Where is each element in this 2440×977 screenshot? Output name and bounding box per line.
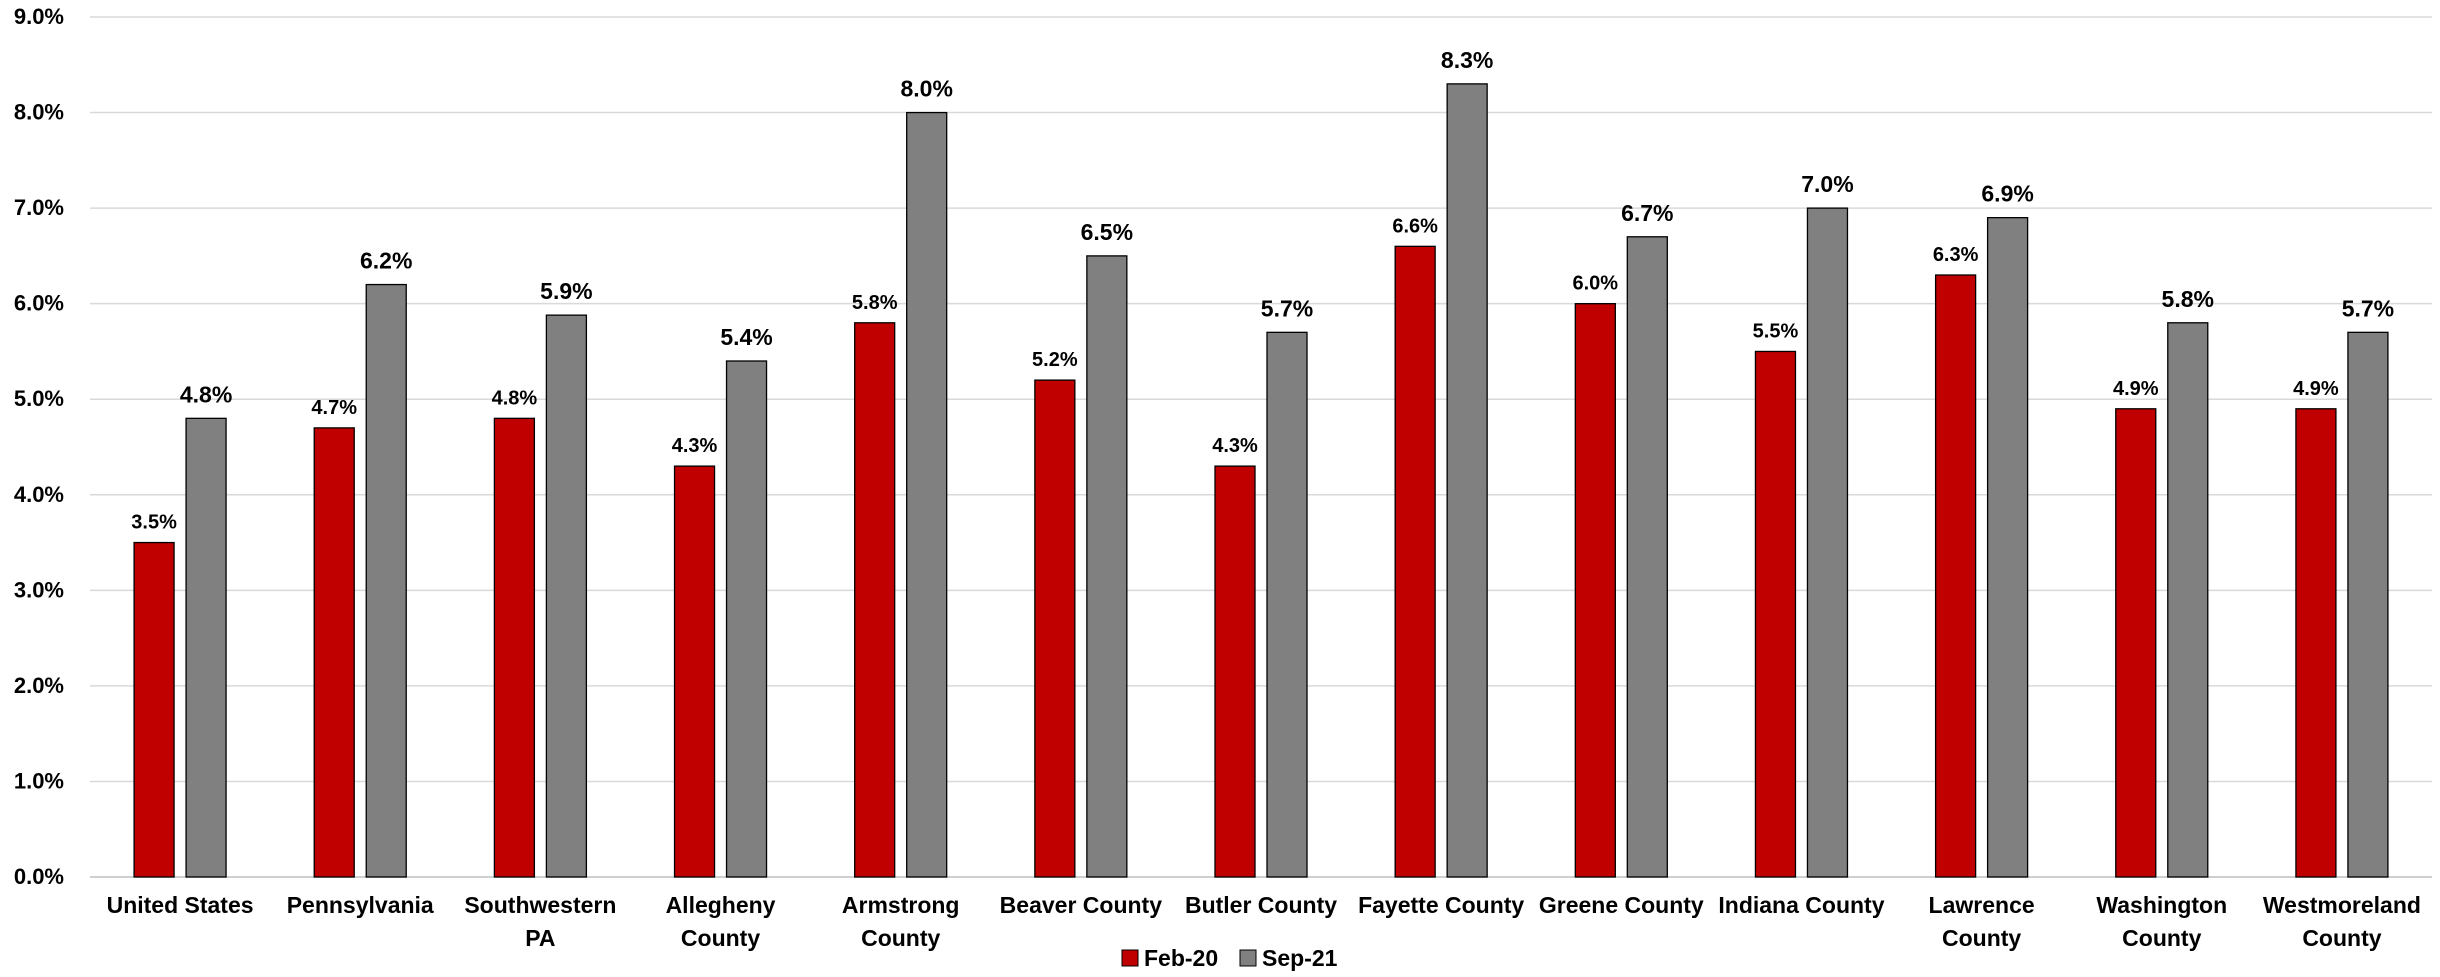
bar-feb-20 [1034,379,1076,878]
legend-label: Feb-20 [1144,945,1218,971]
legend-label: Sep-21 [1262,945,1338,971]
x-tick-label: Fayette County [1358,892,1524,918]
x-axis: United States Pennsylvania Southwestern PA A… [107,892,2421,951]
data-label: 3.5% [131,512,177,534]
x-tick-label: Beaver County [1000,892,1163,918]
bar-sep-21 [1446,83,1488,878]
data-label: 5.7% [2342,295,2394,321]
bar-feb-20 [1574,303,1616,878]
bars [133,83,2389,878]
data-label: 6.6% [1392,215,1438,237]
data-label: 4.3% [1212,435,1258,457]
x-tick-label: Allegheny [666,892,776,918]
bar-sep-21 [1806,207,1849,878]
bar-feb-20 [1394,245,1436,878]
bar-feb-20 [313,427,355,878]
y-tick-label: 1.0% [14,768,64,793]
data-label: 5.8% [2162,286,2214,312]
x-tick-label: County [2122,925,2201,951]
bar-feb-20 [673,465,716,878]
bar-sep-21 [1626,236,1668,878]
x-tick-label: County [1942,925,2021,951]
data-label: 5.4% [720,324,772,350]
bar-sep-21 [365,283,407,878]
data-labels: 3.5% 4.8% 4.7% 6.2% 4.8% 5.9% 4.3% 5.4% 5.8% 8.0%… [131,47,2394,534]
x-tick-label: Pennsylvania [287,892,434,918]
data-label: 5.9% [540,278,592,304]
data-label: 4.3% [672,435,718,457]
bar-sep-21 [2167,322,2209,878]
data-label: 4.8% [492,387,538,409]
data-label: 5.7% [1261,295,1313,321]
bar-feb-20 [1214,465,1256,878]
data-label: 4.9% [2113,378,2159,400]
legend-swatch-sep-21 [1239,949,1257,967]
data-label: 6.7% [1621,200,1673,226]
x-tick-label: United States [107,892,254,918]
bar-feb-20 [2295,408,2337,878]
bar-sep-21 [545,314,588,878]
bar-feb-20 [854,322,896,878]
x-tick-label: Lawrence [1929,892,2035,918]
x-tick-label: County [2302,925,2381,951]
data-label: 4.7% [311,397,357,419]
data-label: 5.8% [852,292,898,314]
bar-feb-20 [493,417,536,878]
y-tick-label: 3.0% [14,577,64,602]
x-tick-label: Southwestern [464,892,616,918]
y-axis: 0.0% 1.0% 2.0% 3.0% 4.0% 5.0% 6.0% 7.0% 8.0% 9.0% [14,4,64,889]
data-label: 5.5% [1753,320,1799,342]
bar-sep-21 [1266,331,1308,878]
x-tick-label: Armstrong [842,892,960,918]
bar-feb-20 [2115,408,2157,878]
y-tick-label: 7.0% [14,195,64,220]
gridlines [90,16,2432,878]
bar-sep-21 [906,111,948,878]
data-label: 6.0% [1573,273,1619,295]
data-label: 6.2% [360,248,412,274]
y-tick-label: 5.0% [14,386,64,411]
y-tick-label: 0.0% [14,864,64,889]
x-tick-label: County [861,925,940,951]
x-tick-label: Greene County [1539,892,1704,918]
y-tick-label: 6.0% [14,291,64,316]
data-label: 4.8% [180,381,232,407]
y-tick-label: 9.0% [14,4,64,29]
data-label: 7.0% [1801,171,1853,197]
bar-sep-21 [1986,217,2029,878]
data-label: 6.5% [1081,219,1133,245]
bar-sep-21 [725,360,768,878]
bar-feb-20 [1934,274,1977,878]
y-tick-label: 2.0% [14,673,64,698]
data-label: 6.9% [1981,181,2033,207]
data-label: 4.9% [2293,378,2339,400]
x-tick-label: Butler County [1185,892,1337,918]
data-label: 8.3% [1441,47,1493,73]
y-tick-label: 4.0% [14,482,64,507]
data-label: 6.3% [1933,244,1979,266]
x-tick-label: County [681,925,760,951]
x-tick-label: Washington [2096,892,2227,918]
x-tick-label: Indiana County [1718,892,1884,918]
x-tick-label: PA [525,925,555,951]
data-label: 5.2% [1032,349,1078,371]
legend: Feb-20 Sep-21 [1121,945,1338,971]
y-tick-label: 8.0% [14,100,64,125]
bar-sep-21 [2347,331,2389,878]
data-label: 8.0% [900,76,952,102]
bar-sep-21 [1086,255,1128,878]
bar-feb-20 [133,541,175,878]
x-tick-label: Westmoreland [2263,892,2421,918]
legend-swatch-feb-20 [1121,949,1139,967]
bar-feb-20 [1754,350,1797,878]
bar-sep-21 [185,417,227,878]
